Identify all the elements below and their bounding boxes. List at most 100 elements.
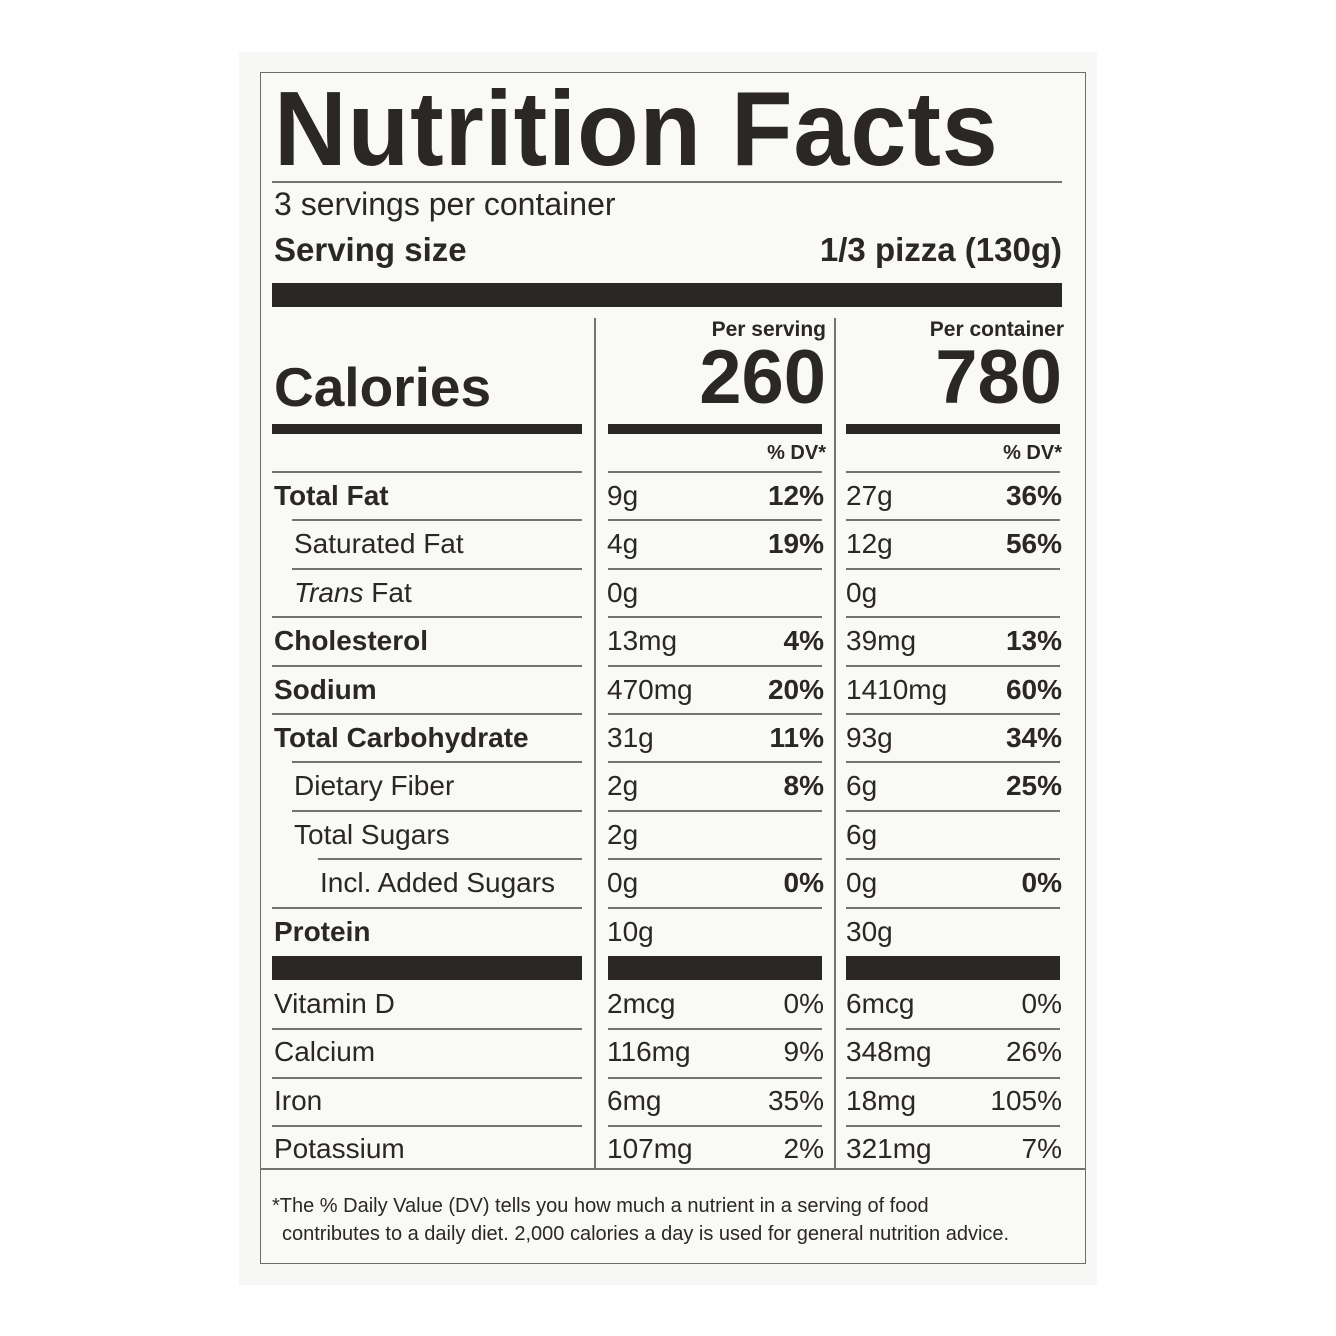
- vitamin-divider-container: [846, 1076, 1060, 1079]
- thick-bar-vitamins-2: [608, 956, 822, 980]
- column-divider-right: [834, 318, 836, 1168]
- row-divider-label: [292, 567, 582, 570]
- calories-per-serving: 260: [699, 335, 826, 420]
- vitamin-dv-serving: 9%: [783, 1036, 824, 1068]
- vitamin-dv-container: 7%: [1021, 1133, 1062, 1165]
- nutrient-dv-serving: 8%: [783, 770, 824, 802]
- nutrient-dv-serving: 20%: [767, 673, 824, 705]
- calories-bar-3: [846, 424, 1060, 434]
- vitamin-dv-serving: 0%: [783, 988, 824, 1019]
- thick-bar-top: [272, 283, 1062, 307]
- footnote-line-1: *The % Daily Value (DV) tells you how mu…: [272, 1195, 929, 1217]
- vitamin-amount-container: 348mg: [846, 1036, 932, 1068]
- nutrient-dv-container: 36%: [1005, 480, 1062, 511]
- per-container-header: Per container: [929, 318, 1064, 341]
- nutrient-amount-container: 93g: [846, 722, 893, 753]
- vitamin-divider-serving: [608, 1028, 822, 1031]
- nutrient-dv-serving: 12%: [767, 480, 824, 511]
- row-divider-container: [846, 858, 1060, 861]
- nutrient-name: Cholesterol: [274, 625, 429, 657]
- vitamin-amount-serving: 6mg: [607, 1084, 662, 1116]
- vitamin-amount-container: 321mg: [846, 1133, 932, 1165]
- nutrient-dv-container: 56%: [1005, 528, 1062, 560]
- vitamin-name: Calcium: [274, 1036, 376, 1068]
- vitamin-name: Iron: [274, 1084, 323, 1116]
- nutrient-dv-container: 60%: [1005, 673, 1062, 705]
- dv-header-serving: % DV*: [767, 442, 826, 464]
- nutrient-amount-container: 39mg: [846, 625, 917, 657]
- nutrient-dv-serving: 0%: [783, 867, 824, 899]
- nutrient-name: Saturated Fat: [294, 528, 464, 560]
- vitamin-amount-container: 18mg: [846, 1084, 917, 1116]
- nutrient-amount-container: 0g: [846, 576, 878, 608]
- row-divider-container: [846, 519, 1060, 522]
- nutrient-amount-serving: 2g: [607, 818, 639, 850]
- nutrition-facts-title: Nutrition Facts: [274, 70, 999, 188]
- nutrient-amount-container: 6g: [846, 770, 878, 802]
- nutrient-dv-container: 34%: [1005, 722, 1062, 753]
- footnote-divider: [260, 1168, 1086, 1170]
- row-divider-label: [272, 616, 582, 619]
- nutrient-name: Protein: [274, 915, 371, 947]
- vitamin-dv-serving: 35%: [767, 1084, 824, 1116]
- row-divider-serving: [608, 519, 822, 522]
- vitamin-amount-serving: 107mg: [607, 1133, 693, 1165]
- serving-size-value: 1/3 pizza (130g): [819, 231, 1062, 268]
- nutrition-facts-panel: [260, 72, 1086, 1264]
- nutrient-name: Total Fat: [274, 480, 389, 511]
- vitamin-dv-container: 0%: [1021, 988, 1062, 1019]
- vitamin-amount-container: 6mcg: [846, 988, 915, 1019]
- row-divider-serving: [608, 616, 822, 619]
- nutrient-dv-container: 25%: [1005, 770, 1062, 802]
- nutrient-name: Trans Fat: [294, 576, 412, 608]
- row-divider-container: [846, 809, 1060, 812]
- nutrient-dv-serving: 11%: [769, 722, 825, 753]
- vitamin-divider-container: [846, 1125, 1060, 1128]
- row-divider-container: [846, 713, 1060, 715]
- title-divider: [272, 181, 1062, 183]
- nutrient-amount-serving: 0g: [607, 867, 639, 899]
- vitamin-divider-label: [272, 1125, 582, 1128]
- vitamin-divider-label: [272, 1076, 582, 1079]
- calories-bar-1: [272, 424, 582, 434]
- thick-bar-vitamins-3: [846, 956, 1060, 980]
- row-divider-label: [292, 809, 582, 812]
- vitamin-divider-container: [846, 1028, 1060, 1031]
- nutrient-amount-container: 30g: [846, 915, 893, 947]
- nutrient-amount-serving: 2g: [607, 770, 639, 802]
- calories-label: Calories: [274, 356, 492, 418]
- vitamin-dv-container: 105%: [990, 1084, 1062, 1116]
- vitamin-amount-serving: 2mcg: [607, 988, 676, 1019]
- row-divider-label: [292, 519, 582, 522]
- row-divider-serving: [608, 809, 822, 812]
- row-divider-label: [272, 906, 582, 909]
- servings-per-container: 3 servings per container: [274, 186, 616, 222]
- nutrient-name: Dietary Fiber: [294, 770, 455, 802]
- row-divider-label: [272, 471, 582, 473]
- row-divider-serving: [608, 471, 822, 473]
- calories-bar-2: [608, 424, 822, 434]
- nutrient-name: Total Carbohydrate: [274, 722, 529, 753]
- vitamin-divider-serving: [608, 1076, 822, 1079]
- nutrient-name: Total Sugars: [294, 818, 450, 850]
- nutrient-amount-serving: 9g: [607, 480, 639, 511]
- vitamin-dv-container: 26%: [1005, 1036, 1062, 1068]
- nutrient-name-italic: Trans: [294, 576, 364, 608]
- nutrient-amount-container: 12g: [846, 528, 893, 560]
- nutrient-amount-serving: 470mg: [607, 673, 693, 705]
- vitamin-name: Vitamin D: [274, 988, 395, 1019]
- nutrient-amount-serving: 4g: [607, 528, 639, 560]
- row-divider-label: [272, 664, 582, 667]
- nutrient-amount-container: 1410mg: [846, 673, 948, 705]
- nutrient-amount-container: 0g: [846, 867, 878, 899]
- nutrient-amount-container: 27g: [846, 480, 893, 511]
- row-divider-label: [318, 858, 582, 861]
- serving-size-label: Serving size: [274, 231, 467, 268]
- row-divider-serving: [608, 664, 822, 667]
- row-divider-serving: [608, 761, 822, 764]
- row-divider-container: [846, 761, 1060, 764]
- column-divider-left: [594, 318, 596, 1168]
- row-divider-serving: [608, 713, 822, 715]
- vitamin-dv-serving: 2%: [783, 1133, 824, 1165]
- row-divider-serving: [608, 567, 822, 570]
